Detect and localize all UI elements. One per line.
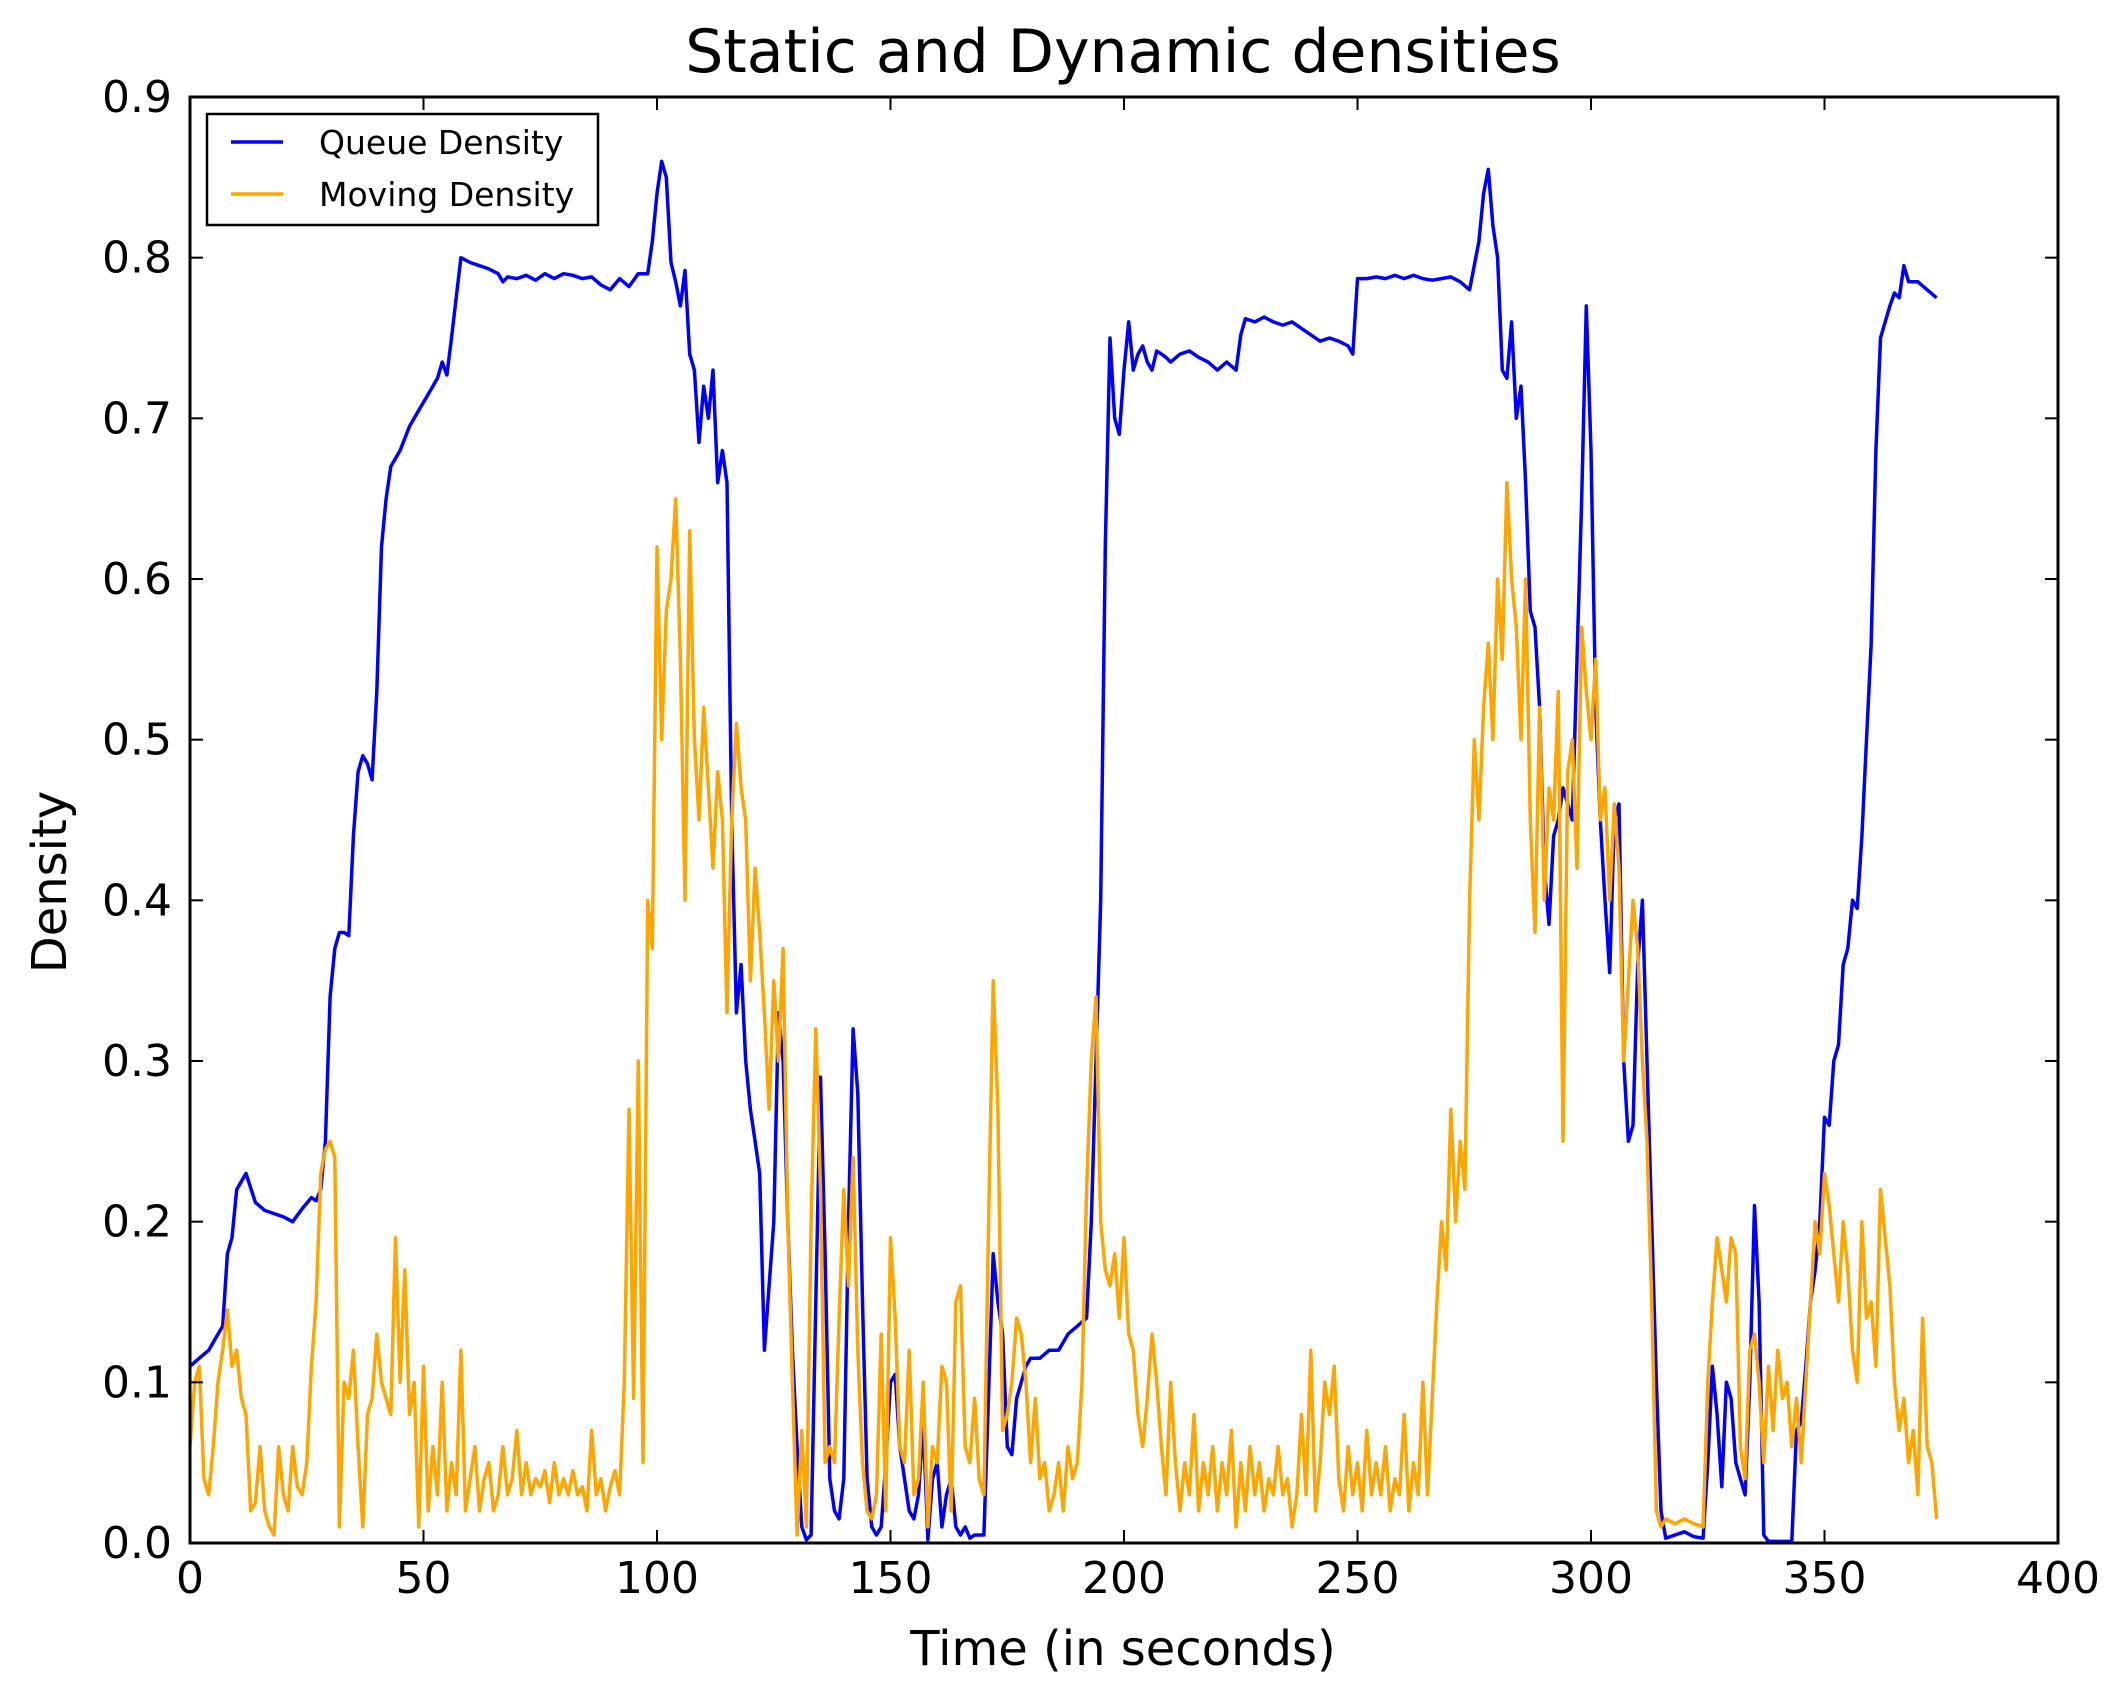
- y-tick-label: 0.1: [102, 1357, 172, 1408]
- x-tick-label: 100: [615, 1553, 699, 1604]
- x-tick-label: 150: [849, 1553, 933, 1604]
- y-tick-label: 0.8: [102, 233, 172, 284]
- y-tick-label: 0.3: [102, 1036, 172, 1087]
- series-line-queue-density: [188, 159, 1938, 1544]
- y-axis-label: Density: [22, 791, 78, 973]
- y-tick-label: 0.6: [102, 554, 172, 605]
- series-line-moving-density: [188, 480, 1939, 1537]
- x-tick-label: 0: [176, 1553, 204, 1604]
- y-tick-label: 0.2: [102, 1197, 172, 1248]
- axis-layer: 0 50 100 150 200 250 300 350 400 0.0 0.1 0.2 0.3 0.4 0…: [102, 72, 2100, 1604]
- legend-label: Queue Density: [319, 123, 563, 162]
- x-tick-label: 300: [1549, 1553, 1633, 1604]
- x-tick-label: 250: [1316, 1553, 1400, 1604]
- y-tick-label: 0.0: [102, 1518, 172, 1569]
- y-tick-label: 0.5: [102, 715, 172, 766]
- legend-label: Moving Density: [319, 175, 574, 214]
- y-tick-label: 0.9: [102, 72, 172, 123]
- series-layer: [188, 159, 1939, 1544]
- y-tick-label: 0.4: [102, 875, 172, 926]
- chart-title: Static and Dynamic densities: [685, 17, 1561, 87]
- x-tick-label: 50: [396, 1553, 452, 1604]
- x-tick-label: 350: [1783, 1553, 1867, 1604]
- x-tick-label: 400: [2016, 1553, 2100, 1604]
- legend-box: [205, 112, 600, 227]
- x-axis-label: Time (in seconds): [909, 1621, 1335, 1677]
- x-tick-label: 200: [1082, 1553, 1166, 1604]
- y-tick-label: 0.7: [102, 393, 172, 444]
- legend: Queue Density Moving Density: [205, 112, 600, 227]
